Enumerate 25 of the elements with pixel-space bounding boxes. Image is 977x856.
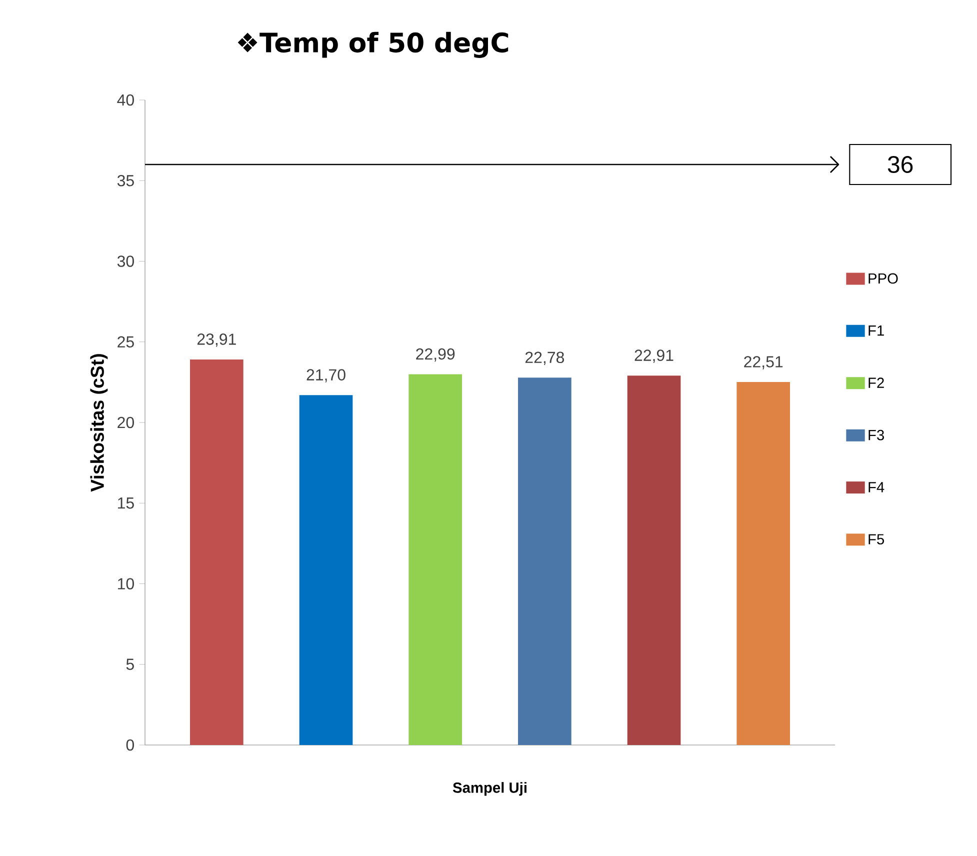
legend-label: F3 xyxy=(868,430,884,440)
chart-title: ❖Temp of 50 degC xyxy=(238,32,508,58)
y-tick-label: 15 xyxy=(118,498,134,509)
y-axis-title: Viskositas (cSt) xyxy=(90,354,108,492)
data-label: 23,91 xyxy=(197,334,236,347)
y-tick-label: 25 xyxy=(118,336,134,348)
y-tick-label: 20 xyxy=(118,416,134,428)
data-label: 22,51 xyxy=(744,356,783,370)
y-tick-label: 30 xyxy=(117,256,134,267)
data-label: 22,91 xyxy=(634,350,674,363)
ref-line-label: 36 xyxy=(888,156,913,173)
data-label: 22,99 xyxy=(416,348,455,362)
y-tick-label: 5 xyxy=(126,658,134,670)
y-tick-label: 35 xyxy=(117,174,134,186)
y-tick-label: 40 xyxy=(117,94,134,106)
legend-label: F1 xyxy=(868,326,884,336)
y-tick-label: 10 xyxy=(118,578,134,590)
legend-label: PPO xyxy=(868,273,898,284)
legend-label: F2 xyxy=(868,378,884,388)
data-label: 22,78 xyxy=(525,352,564,365)
legend-label: F5 xyxy=(868,534,884,544)
x-axis-title: Sampel Uji xyxy=(452,782,526,796)
legend-label: F4 xyxy=(868,482,884,492)
data-label: 21,70 xyxy=(306,369,346,382)
y-tick-label: 0 xyxy=(126,739,134,751)
